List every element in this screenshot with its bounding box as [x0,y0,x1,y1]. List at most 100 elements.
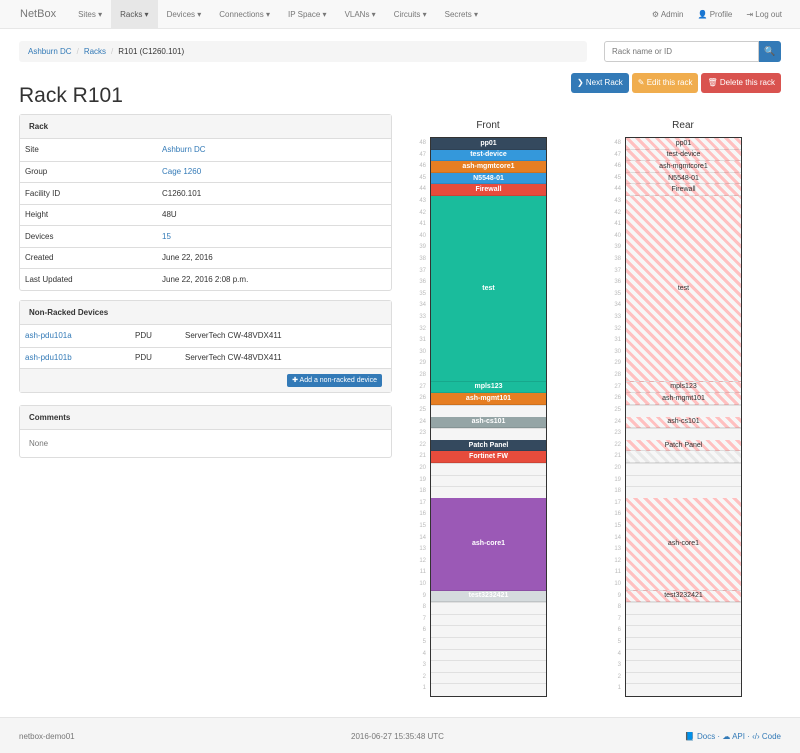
nav-logout[interactable]: ⇥ Log out [746,9,782,19]
rack-unit-divider [626,683,741,685]
nav-profile[interactable]: 👤 Profile [697,9,733,19]
rack-unit-number: 7 [422,615,426,622]
attribute-value[interactable]: Cage 1260 [162,167,202,177]
brand-logo[interactable]: NetBox [20,8,57,20]
rack-device[interactable]: test [431,196,546,382]
rack-device[interactable]: ash-mgmtcore1 [431,161,546,173]
nav-admin[interactable]: ⚙ Admin [651,9,684,19]
non-racked-devices-panel: Non-Racked Devices ash-pdu101a PDU ServerT… [19,300,392,393]
device-role: PDU [135,353,152,363]
device-type: ServerTech CW-48VDX411 [185,353,282,363]
rack-unit-number: 17 [419,499,426,506]
rack-unit-number: 42 [419,209,426,216]
rack-unit-number: 17 [614,499,621,506]
nav-connections[interactable]: Connections ▾ [219,9,270,19]
rack-device[interactable]: pp01 [431,138,546,150]
rack-unit-number: 46 [419,163,426,170]
rack-unit-divider [431,683,546,685]
attribute-label: Height [25,210,49,220]
rack-search-input[interactable] [604,41,759,62]
breadcrumb-racks[interactable]: Racks [83,47,107,56]
rack-unit-number: 16 [419,511,426,518]
footer: netbox-demo01 2016-06-27 15:35:48 UTC 📘 … [0,717,800,753]
device-name-link[interactable]: ash-pdu101a [25,331,72,341]
breadcrumb-separator: / [76,47,79,56]
rack-device[interactable]: ash-mgmtcore1 [626,161,741,173]
rack-attribute-row: Group Cage 1260 [20,160,391,183]
rack-unit-number: 16 [614,511,621,518]
rack-device[interactable]: Firewall [626,184,741,196]
comments-panel: Comments None [19,405,392,458]
rack-unit-number: 45 [419,174,426,181]
front-title: Front [476,120,500,131]
rack-unit-number: 2 [617,673,621,680]
rack-device[interactable]: Patch Panel [431,439,546,452]
rack-device[interactable]: ash-mgmt101 [431,393,546,405]
attribute-value[interactable]: Ashburn DC [162,145,206,155]
rack-unit-number: 35 [419,290,426,297]
rack-unit-number: 42 [614,209,621,216]
rack-device[interactable]: N5548-01 [431,172,546,185]
attribute-value[interactable]: 15 [162,231,171,241]
rack-device[interactable]: mpls123 [626,381,741,394]
rack-unit-number: 8 [422,604,426,611]
nav-secrets[interactable]: Secrets ▾ [444,9,478,19]
attribute-label: Group [25,167,48,177]
nav-vlans[interactable]: VLANs ▾ [344,9,376,19]
rack-unit-divider [626,486,741,488]
rack-rear-elevation: pp01 test-device ash-mgmtcore1 N5548-01 Fire… [625,137,742,697]
footer-links[interactable]: 📘 Docs · ☁ API · ‹/› Code [684,732,781,741]
rack-unit-number: 28 [419,372,426,379]
rack-device[interactable]: mpls123 [431,381,546,394]
rack-device[interactable]: ash-core1 [626,497,741,591]
nav-ip-space[interactable]: IP Space ▾ [288,9,327,19]
rack-device[interactable]: test [626,196,741,382]
rack-unit-divider [626,636,741,638]
rack-unit-divider [626,648,741,650]
rack-device[interactable]: Firewall [431,184,546,196]
rack-unit-number: 13 [614,546,621,553]
rack-device[interactable]: test-device [431,149,546,162]
rack-unit-number: 7 [617,615,621,622]
nav-circuits[interactable]: Circuits ▾ [393,9,427,19]
rack-device[interactable]: ash-mgmt101 [626,393,741,405]
attribute-label: Created [25,253,54,263]
rack-device[interactable]: ash-core1 [431,497,546,591]
rack-device[interactable]: pp01 [626,138,741,150]
non-racked-device-row: ash-pdu101b PDU ServerTech CW-48VDX411 [20,346,391,369]
breadcrumb: Ashburn DC / Racks / R101 (C1260.101) [19,41,587,62]
rack-device[interactable]: ash-cs101 [431,416,546,429]
rack-device[interactable] [626,451,741,463]
delete-rack-button[interactable]: 🗑 Delete this rack [701,73,781,93]
add-non-racked-device-button[interactable]: ✚ Add a non-racked device [287,374,382,387]
nav-sites[interactable]: Sites ▾ [78,9,103,19]
rack-attribute-row: Height 48U [20,203,391,226]
breadcrumb-site[interactable]: Ashburn DC [28,47,72,56]
device-name-link[interactable]: ash-pdu101b [25,353,72,363]
rack-unit-number: 5 [617,638,621,645]
rack-unit-number: 37 [419,267,426,274]
attribute-label: Facility ID [25,188,61,198]
rack-unit-number: 39 [419,244,426,251]
rack-device[interactable]: test-device [626,149,741,162]
nav-devices[interactable]: Devices ▾ [166,9,202,19]
rack-unit-number: 39 [614,244,621,251]
edit-rack-button[interactable]: ✎ Edit this rack [631,73,699,93]
rack-unit-number: 36 [614,279,621,286]
next-rack-button[interactable]: ❯ Next Rack [570,73,629,93]
rack-unit-number: 31 [614,337,621,344]
rack-device[interactable]: N5548-01 [626,172,741,185]
rack-unit-number: 32 [419,325,426,332]
nav-racks[interactable]: Racks ▾ [111,0,158,29]
attribute-value: 48U [162,210,177,220]
rack-unit-number: 20 [614,464,621,471]
search-button[interactable]: 🔍 [759,41,781,62]
rack-device[interactable]: test3232421 [431,590,546,603]
rack-device[interactable]: test3232421 [626,590,741,603]
rack-device[interactable]: Fortinet FW [431,451,546,463]
rack-device[interactable]: Patch Panel [626,439,741,452]
breadcrumb-current: R101 (C1260.101) [118,47,185,56]
panel-footer: ✚ Add a non-racked device [20,368,391,392]
rack-device[interactable]: ash-cs101 [626,416,741,429]
rack-unit-number: 34 [614,302,621,309]
